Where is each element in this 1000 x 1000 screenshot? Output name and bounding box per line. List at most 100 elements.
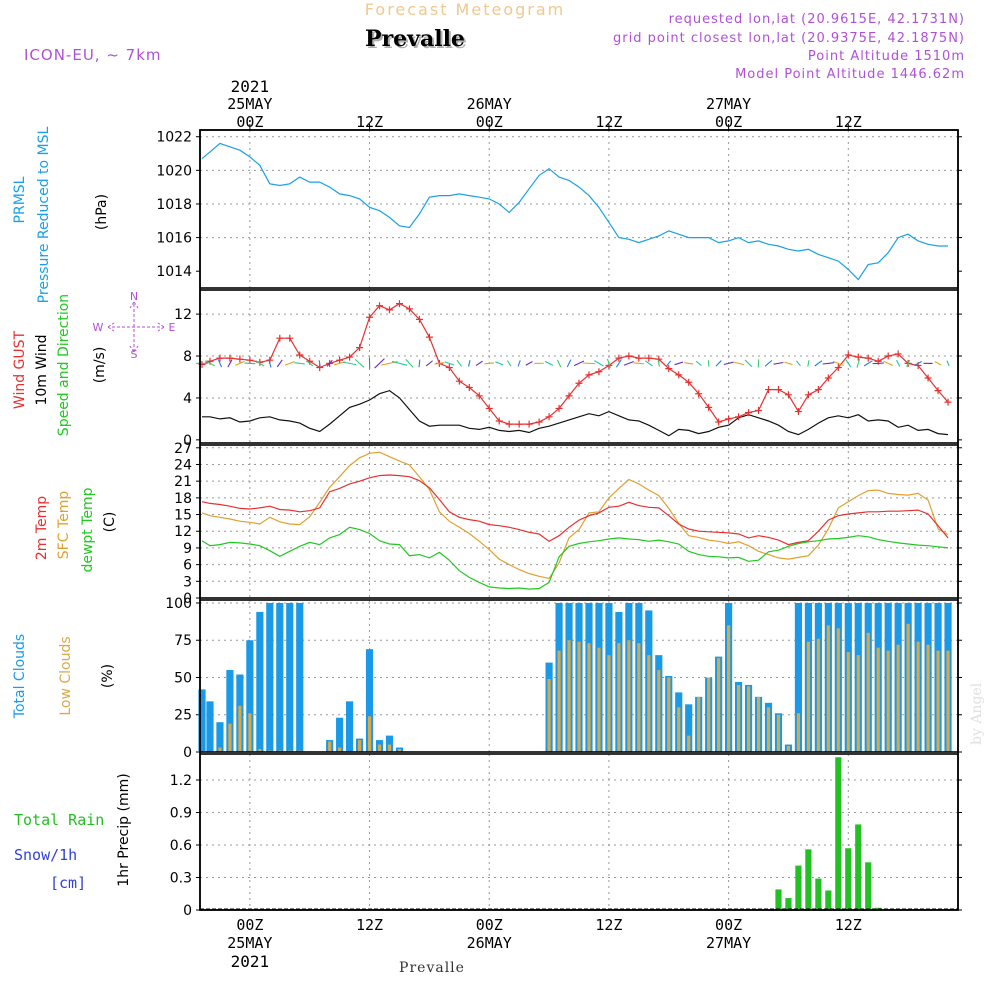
- wind-direction-arrow: [644, 360, 653, 367]
- low-cloud-bar: [238, 705, 242, 752]
- wind-direction-arrow: [374, 358, 385, 369]
- rain-bar: [805, 849, 812, 910]
- wind-direction-arrow: [556, 359, 562, 368]
- low-cloud-bar: [367, 716, 372, 752]
- wind-direction-arrow: [235, 360, 245, 366]
- low-cloud-bar: [876, 647, 880, 752]
- wind-direction-arrow: [405, 359, 414, 368]
- low-cloud-bar: [567, 640, 571, 752]
- wind-direction-arrow: [674, 361, 684, 366]
- gust-marker: [495, 417, 503, 425]
- page-title: Prevalle: [365, 26, 465, 52]
- low-cloud-bar: [228, 723, 232, 752]
- x-tick-label-bottom: 12Z: [356, 916, 383, 934]
- gust-marker: [276, 334, 284, 342]
- gust-marker: [216, 354, 224, 362]
- wind-direction-arrow: [484, 362, 495, 365]
- wind-direction-arrow: [391, 360, 408, 366]
- x-tick-label-top: 12Z: [595, 113, 622, 131]
- wind-direction-arrow: [773, 361, 784, 365]
- low-cloud-bar: [218, 747, 222, 752]
- day-label-bottom: 26MAY: [467, 934, 512, 952]
- time-axis: 00Z 00Z 12Z 12Z 00Z 00Z 12Z 12Z 00Z 00Z 12Z 12Z 25MA…: [227, 77, 862, 971]
- wind-direction-arrow: [623, 360, 634, 366]
- y-tick-label: 21: [174, 474, 192, 490]
- rain-bar: [845, 848, 852, 910]
- y-tick-label: 0: [183, 745, 192, 761]
- low-cloud-bar: [717, 658, 721, 752]
- header: Forecast Meteogram Prevalle Prevalle ICO…: [24, 0, 985, 976]
- gust-marker: [715, 418, 723, 426]
- x-tick-label-top: 12Z: [356, 113, 383, 131]
- wind-direction-arrow: [268, 359, 272, 368]
- gust-marker: [515, 420, 523, 428]
- gust-marker: [585, 371, 593, 379]
- low-cloud-bar: [397, 749, 402, 752]
- temp-unit: (C): [102, 512, 118, 533]
- wind-direction-arrow: [276, 359, 283, 368]
- low-cloud-bar: [677, 707, 681, 752]
- wind-direction-arrow: [507, 360, 512, 367]
- total-cloud-bar: [296, 602, 304, 752]
- panel-clouds: 0 25 50 75 100: [165, 596, 962, 761]
- wind-direction-arrow: [807, 360, 810, 367]
- total-cloud-bar: [266, 602, 274, 752]
- wind-direction-arrow: [294, 362, 305, 365]
- wind-speed-line: [202, 389, 949, 437]
- wind-direction-arrow: [318, 360, 321, 367]
- x-tick-label-bottom: 12Z: [835, 916, 862, 934]
- x-tick-label-top: 12Z: [835, 113, 862, 131]
- low-cloud-bar: [806, 641, 810, 752]
- snow-label: Snow/1h: [14, 846, 77, 864]
- compass-e: E: [169, 321, 176, 334]
- wind-direction-arrow: [284, 361, 295, 366]
- low-cloud-bar: [906, 623, 910, 752]
- gust-marker: [386, 306, 393, 314]
- wind-direction-arrow: [217, 359, 223, 368]
- y-tick-label: 1020: [156, 163, 192, 179]
- wind-direction-arrow: [684, 362, 694, 365]
- gust-marker: [844, 351, 852, 359]
- x-tick-label-top: 00Z: [236, 113, 263, 131]
- year-label-top: 2021: [231, 77, 270, 96]
- gust-marker: [635, 354, 643, 362]
- gust-marker: [884, 352, 892, 360]
- gust-marker: [705, 403, 713, 411]
- gust-marker: [246, 356, 254, 364]
- low-cloud-bar: [627, 640, 631, 752]
- y-tick-label: 0: [183, 433, 192, 449]
- total-cloud-bar: [246, 640, 254, 752]
- low-cloud-bar: [547, 678, 551, 752]
- compass-icon: [107, 301, 165, 353]
- wind-direction-arrow: [434, 362, 445, 365]
- total-cloud-bar: [226, 670, 234, 752]
- x-tick-label-bottom: 00Z: [476, 916, 503, 934]
- y-tick-label: 0.9: [170, 806, 192, 822]
- clouds-unit: (%): [100, 664, 116, 688]
- low-cloud-bar: [886, 650, 890, 752]
- y-tick-label: 0: [183, 591, 192, 607]
- low-cloud-bar: [786, 746, 791, 752]
- wind-direction-arrow: [475, 360, 483, 367]
- low-cloud-bar: [816, 638, 820, 752]
- gust-marker: [675, 371, 683, 379]
- snow-unit: [cm]: [50, 874, 86, 892]
- gust-marker: [625, 352, 633, 360]
- low-cloud-bar: [667, 677, 671, 752]
- wind-direction-arrow: [418, 359, 421, 368]
- total-cloud-bar: [216, 722, 224, 752]
- rain-bar: [835, 757, 842, 910]
- low-cloud-bar: [746, 686, 751, 752]
- temp-2m-line: [201, 474, 949, 546]
- gust-marker: [804, 391, 812, 399]
- x-tick-label-bottom: 00Z: [715, 916, 742, 934]
- wind-unit: (m/s): [92, 347, 108, 384]
- gust-marker: [395, 300, 403, 308]
- gust-marker: [695, 390, 703, 398]
- low-cloud-bar: [736, 684, 741, 752]
- y-tick-label: 1.2: [170, 773, 192, 789]
- gust-marker: [376, 302, 384, 310]
- gridpoint-coords: grid point closest lon,lat (20.9375E, 42…: [613, 31, 965, 46]
- forecast-label: Forecast Meteogram: [365, 0, 565, 19]
